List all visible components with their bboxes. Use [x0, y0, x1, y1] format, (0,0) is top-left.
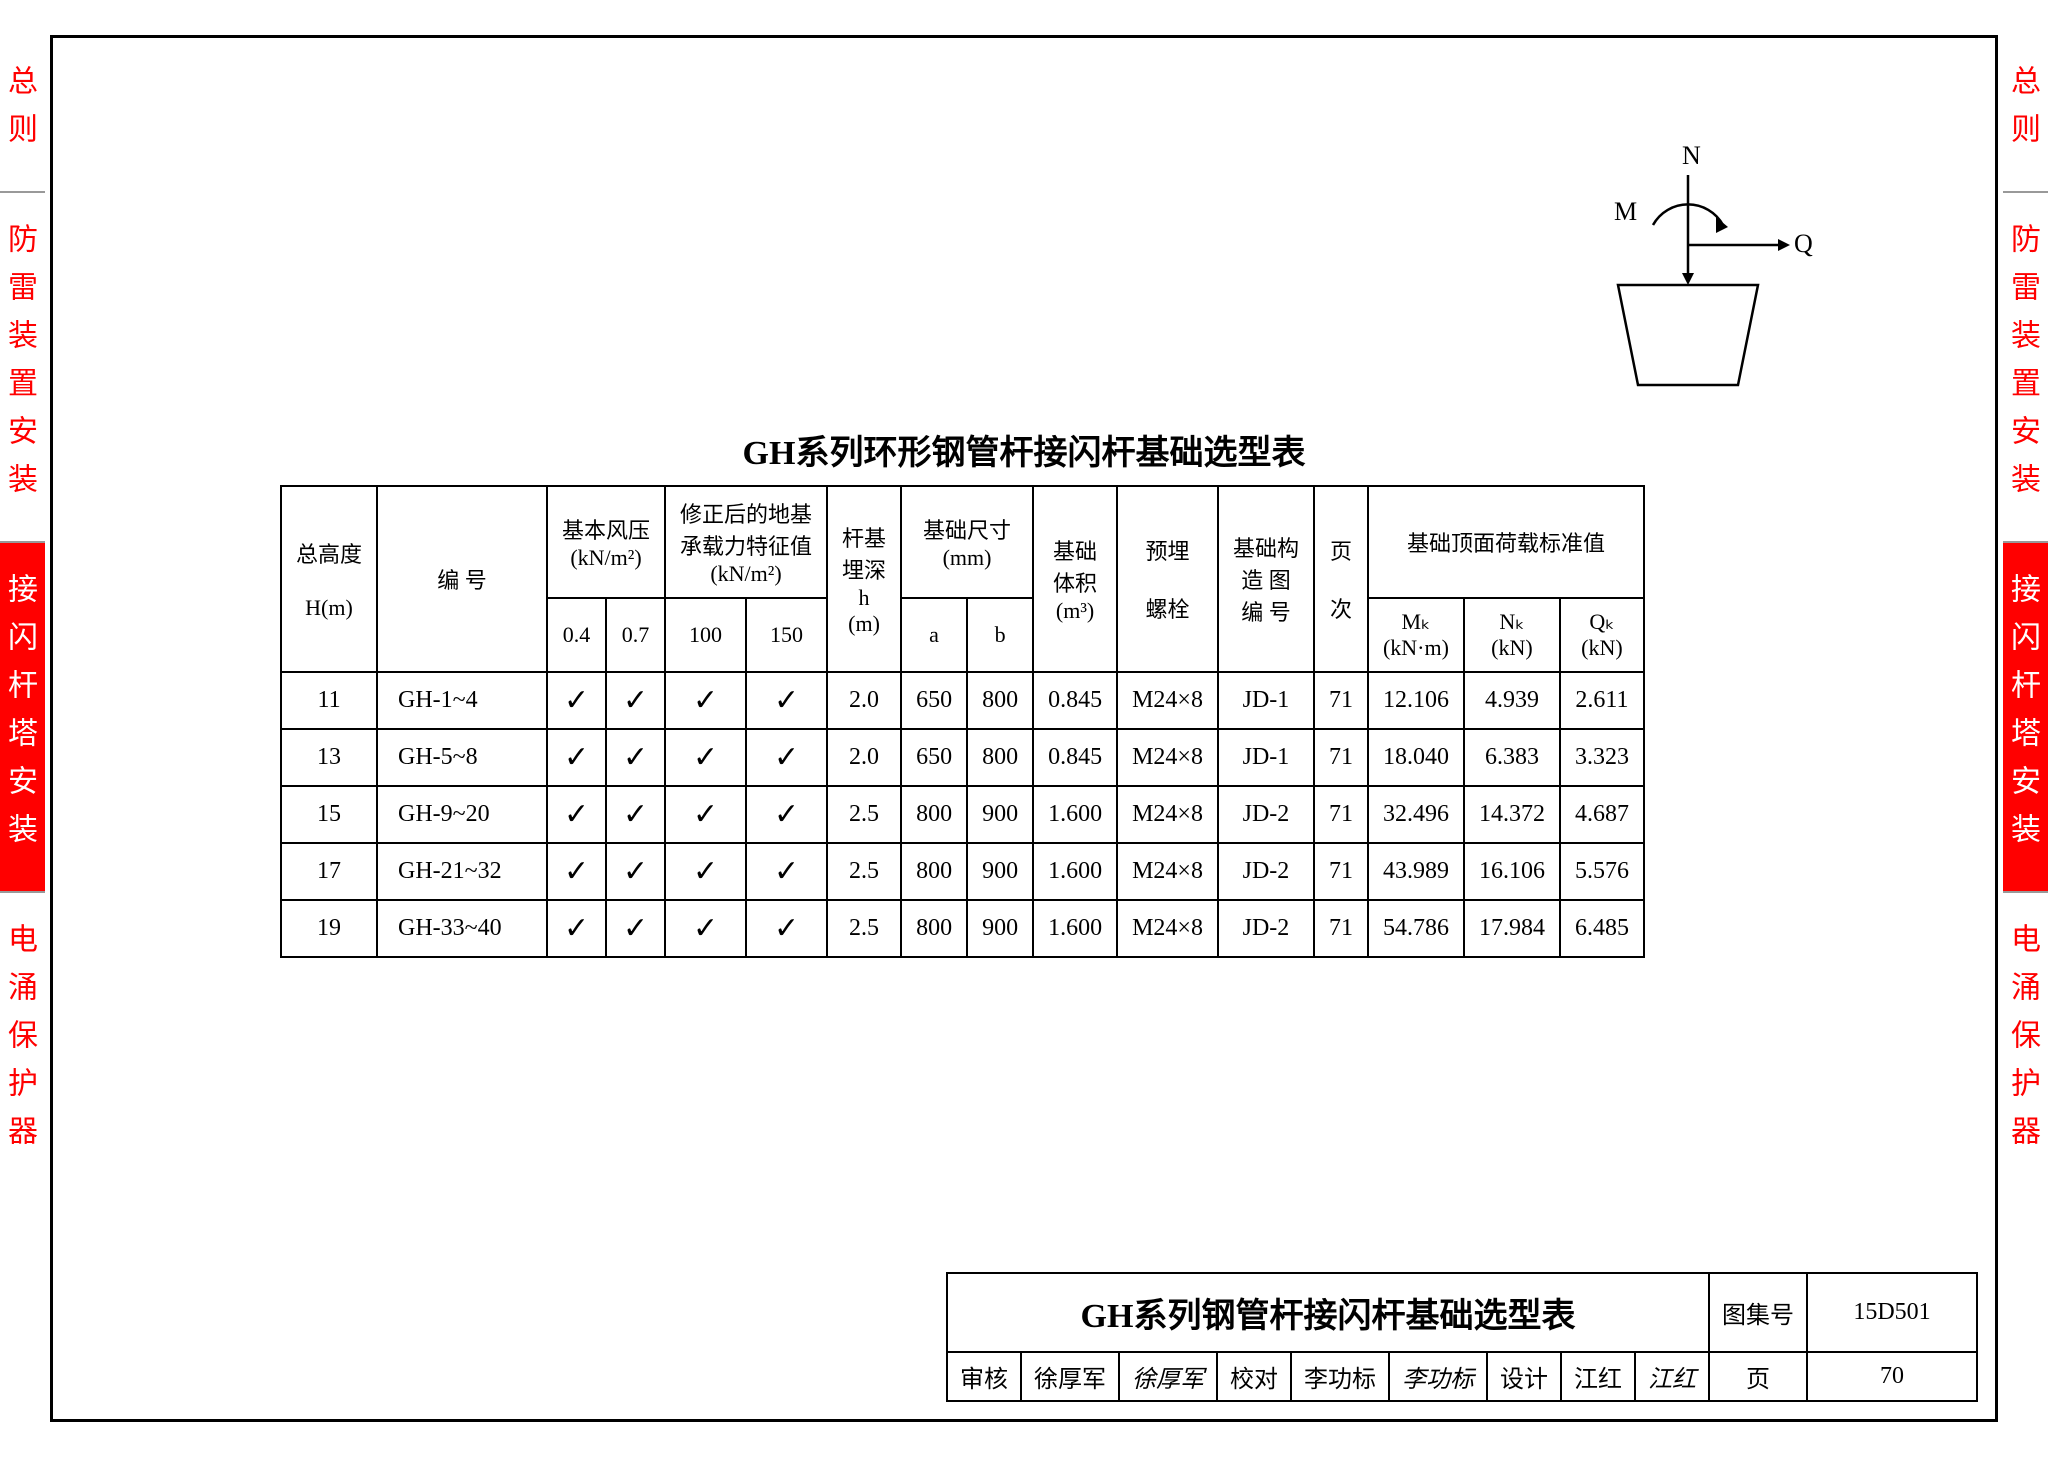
- table-row: 15GH-9~20✓✓✓✓2.58009001.600M24×8JD-27132…: [281, 786, 1644, 843]
- col-dim-b: b: [967, 598, 1033, 672]
- col-bearing: 修正后的地基 承载力特征值 (kN/m²): [665, 486, 827, 598]
- col-nk: Nₖ (kN): [1464, 598, 1560, 672]
- tab-general[interactable]: 总则: [0, 35, 45, 193]
- col-wind: 基本风压 (kN/m²): [547, 486, 665, 598]
- col-vol: 基础 体积 (m³): [1033, 486, 1117, 672]
- col-dim-a: a: [901, 598, 967, 672]
- diagram-label-q: Q: [1794, 229, 1813, 259]
- col-bearing-150: 150: [746, 598, 827, 672]
- design-name: 江红: [1561, 1352, 1635, 1401]
- check-signature: 李功标: [1389, 1352, 1487, 1401]
- col-page: 页 次: [1314, 486, 1368, 672]
- table-row: 11GH-1~4✓✓✓✓2.06508000.845M24×8JD-17112.…: [281, 672, 1644, 729]
- foundation-selection-table: 总高度 H(m) 编 号 基本风压 (kN/m²) 修正后的地基 承载力特征值 …: [280, 485, 1645, 958]
- tab-surge[interactable]: 电涌保护器: [0, 893, 45, 1193]
- col-height: 总高度 H(m): [281, 486, 377, 672]
- tab-pole-tower-r[interactable]: 接闪杆塔安装: [2003, 543, 2048, 893]
- col-bearing-100: 100: [665, 598, 746, 672]
- col-wind-04: 0.4: [547, 598, 606, 672]
- col-code: 编 号: [377, 486, 547, 672]
- atlas-value: 15D501: [1807, 1273, 1977, 1352]
- right-tab-strip: 总则 防雷装置安装 接闪杆塔安装 电涌保护器: [2003, 35, 2048, 1193]
- diagram-label-n: N: [1682, 141, 1701, 171]
- check-label: 校对: [1217, 1352, 1291, 1401]
- design-label: 设计: [1487, 1352, 1561, 1401]
- tab-lightning[interactable]: 防雷装置安装: [0, 193, 45, 543]
- table-row: 13GH-5~8✓✓✓✓2.06508000.845M24×8JD-17118.…: [281, 729, 1644, 786]
- col-dim: 基础尺寸 (mm): [901, 486, 1033, 598]
- page-label: 页: [1709, 1352, 1807, 1401]
- force-diagram: N M Q: [1558, 135, 1818, 395]
- review-label: 审核: [947, 1352, 1021, 1401]
- review-name: 徐厚军: [1021, 1352, 1119, 1401]
- review-signature: 徐厚军: [1119, 1352, 1217, 1401]
- col-qk: Qₖ (kN): [1560, 598, 1644, 672]
- table-row: 17GH-21~32✓✓✓✓2.58009001.600M24×8JD-2714…: [281, 843, 1644, 900]
- col-bolt: 预埋 螺栓: [1117, 486, 1218, 672]
- col-depth: 杆基 埋深 h (m): [827, 486, 901, 672]
- check-name: 李功标: [1291, 1352, 1389, 1401]
- atlas-label: 图集号: [1709, 1273, 1807, 1352]
- table-title: GH系列环形钢管杆接闪杆基础选型表: [70, 425, 1978, 474]
- col-draw: 基础构 造 图 编 号: [1218, 486, 1314, 672]
- col-wind-07: 0.7: [606, 598, 665, 672]
- title-block: GH系列钢管杆接闪杆基础选型表 图集号 15D501 审核 徐厚军 徐厚军 校对…: [946, 1272, 1978, 1402]
- tab-general-r[interactable]: 总则: [2003, 35, 2048, 193]
- left-tab-strip: 总则 防雷装置安装 接闪杆塔安装 电涌保护器: [0, 35, 45, 1193]
- drawing-title: GH系列钢管杆接闪杆基础选型表: [947, 1273, 1709, 1352]
- col-load: 基础顶面荷载标准值: [1368, 486, 1644, 598]
- diagram-label-m: M: [1614, 197, 1637, 227]
- tab-surge-r[interactable]: 电涌保护器: [2003, 893, 2048, 1193]
- table-row: 19GH-33~40✓✓✓✓2.58009001.600M24×8JD-2715…: [281, 900, 1644, 957]
- inner-content: N M Q GH系列环形钢管杆接闪杆基础选型表 总高度 H(m) 编 号 基本风…: [70, 55, 1978, 1402]
- design-signature: 江红: [1635, 1352, 1709, 1401]
- tab-pole-tower[interactable]: 接闪杆塔安装: [0, 543, 45, 893]
- col-mk: Mₖ (kN·m): [1368, 598, 1464, 672]
- tab-lightning-r[interactable]: 防雷装置安装: [2003, 193, 2048, 543]
- page-value: 70: [1807, 1352, 1977, 1401]
